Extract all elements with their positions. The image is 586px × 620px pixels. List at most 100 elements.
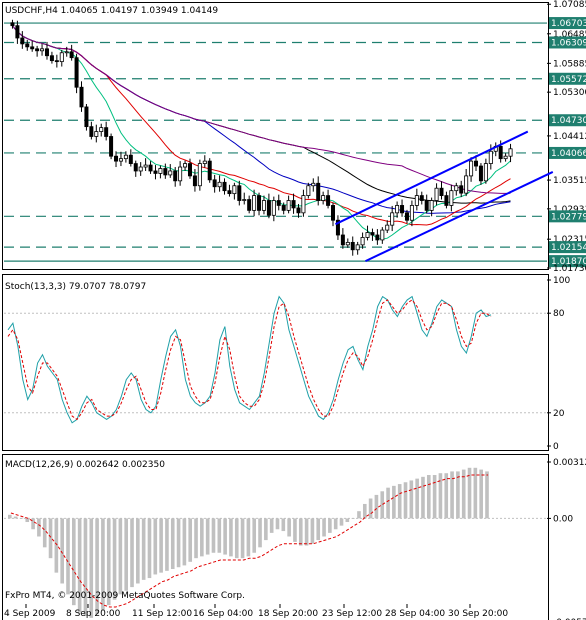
candle-body [291, 200, 296, 209]
candle-body [449, 190, 454, 206]
macd-bar [351, 518, 355, 519]
macd-bar [147, 518, 152, 579]
stoch-label: 20 [553, 409, 565, 419]
candle-body [345, 241, 350, 246]
macd-bar [217, 518, 222, 553]
level-price-box [549, 36, 586, 49]
macd-bar [200, 518, 204, 557]
candle-body [257, 195, 262, 211]
macd-bar [328, 518, 332, 533]
macd-bar [118, 518, 123, 595]
macd-bar [130, 518, 134, 588]
candle-body [301, 195, 306, 214]
candle-body [158, 168, 163, 174]
macd-bar [8, 514, 12, 519]
candle-body [35, 48, 40, 52]
candle-body [173, 170, 178, 182]
price-label: 1.04066 [551, 149, 586, 159]
candle-body [222, 181, 227, 192]
macd-bar [316, 518, 321, 541]
macd-histogram [4, 467, 547, 618]
macd-bar [380, 491, 385, 519]
candle-body [419, 195, 424, 201]
channel-upper-line [335, 130, 529, 226]
candle-body [498, 145, 503, 160]
horizontal-levels [4, 22, 547, 262]
time-label: 28 Sep 04:00 [385, 609, 445, 619]
stoch-label: 100 [553, 276, 570, 286]
price-label: 1.02154 [551, 243, 586, 253]
candle-body [44, 48, 49, 57]
macd-bar [25, 518, 30, 523]
candle-body [227, 190, 232, 195]
macd-bar [368, 498, 373, 519]
time-label: 18 Sep 20:00 [258, 609, 318, 619]
candle-body [163, 168, 168, 176]
macd-bar [66, 518, 70, 595]
price-label: 1.07085 [553, 0, 586, 10]
candle-body [123, 154, 128, 160]
stoch-main-line [7, 295, 492, 424]
price-candles [10, 19, 513, 256]
level-price-box [549, 114, 586, 127]
candle-body [424, 200, 429, 211]
macd-bar [77, 518, 82, 613]
macd-bar [281, 518, 286, 532]
macd-bar [106, 518, 111, 606]
candle-body [69, 51, 74, 59]
stoch-lines [4, 295, 547, 424]
macd-bar [339, 518, 344, 526]
macd-bar [31, 518, 35, 530]
candle-body [109, 136, 114, 157]
macd-bar [479, 469, 483, 519]
candle-body [118, 158, 123, 162]
macd-bar [13, 516, 18, 519]
stoch-label: 80 [553, 309, 565, 319]
main-panel-title: USDCHF,H4 1.04065 1.04197 1.03949 1.0414… [5, 6, 218, 16]
main-panel-frame [2, 2, 549, 270]
candle-body [276, 200, 281, 206]
candle-body [94, 131, 99, 137]
macd-bar [72, 518, 76, 606]
candle-body [316, 182, 321, 201]
macd-bar [176, 518, 181, 568]
channel-lower-line [365, 171, 554, 263]
candle-body [99, 127, 104, 132]
candle-body [15, 25, 20, 39]
candle-body [143, 164, 148, 168]
candle-body [148, 164, 153, 172]
candle-body [114, 155, 119, 162]
macd-bar [165, 518, 169, 571]
macd-signal-line [10, 474, 489, 608]
trend-channel[interactable] [335, 130, 554, 263]
price-label: 1.06703 [551, 19, 586, 29]
candle-body [474, 160, 479, 167]
candle-body [128, 154, 133, 164]
macd-bar [421, 476, 425, 519]
macd-bar [287, 518, 291, 537]
candle-body [252, 195, 257, 211]
macd-bar [397, 484, 402, 519]
candle-body [20, 37, 25, 45]
candle-body [434, 187, 439, 201]
candle-body [321, 195, 326, 201]
candle-body [311, 182, 316, 187]
candle-body [483, 163, 488, 182]
macd-bar [322, 518, 326, 537]
macd-bar [269, 518, 274, 533]
candle-body [404, 212, 409, 221]
macd-label: 0.00312 [553, 458, 586, 468]
candle-body [350, 241, 355, 251]
macd-bar [211, 518, 216, 553]
macd-bar [246, 518, 251, 557]
macd-bar [461, 469, 466, 519]
macd-bar [298, 518, 303, 546]
level-price-box [549, 72, 586, 85]
level-price-box [549, 17, 586, 30]
macd-bar [362, 503, 367, 519]
macd-bar [188, 518, 193, 562]
macd-bar [403, 482, 408, 519]
macd-bar [234, 518, 239, 559]
candle-body [89, 126, 94, 137]
